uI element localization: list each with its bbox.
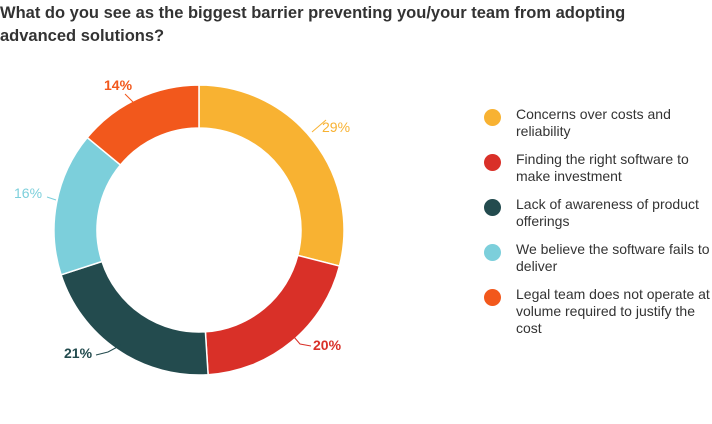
legend-swatch [484,244,501,261]
leader-line [46,196,57,201]
legend-label: Legal team does not operate at volume re… [516,286,710,336]
legend-label: We believe the software fails to deliver [516,241,710,274]
slice-concerns-over-costs-and-reliability [198,84,345,267]
value-labels: 29% 20% 21% 16% 14% [14,77,350,361]
legend-item: Lack of awareness of product offerings [484,196,710,230]
legend-swatch [484,154,501,171]
slice-finding-the-right-software-to-make-inves [204,254,341,376]
value-label: 29% [322,119,350,135]
value-label: 16% [14,185,42,201]
leader-line [95,344,122,356]
legend-item: Legal team does not operate at volume re… [484,286,710,337]
leader-lines [46,93,327,356]
leader-line [311,119,327,133]
slice-we-believe-the-software-fails-to-deliver [53,136,122,276]
legend-swatch [484,199,501,216]
legend-label: Concerns over costs and reliability [516,106,671,139]
leader-line [124,93,137,106]
chart-title: What do you see as the biggest barrier p… [0,4,626,45]
legend-swatch [484,109,501,126]
legend-item: Concerns over costs and reliability [484,106,710,140]
legend-swatch [484,289,501,306]
leader-line [287,329,312,347]
value-label: 21% [64,345,93,361]
legend: Concerns over costs and reliability Findi… [484,106,710,348]
slice-legal-team-does-not-operate-at-volume-re [86,84,200,167]
value-label: 14% [104,77,133,93]
donut-slices [53,84,345,376]
legend-item: We believe the software fails to deliver [484,241,710,275]
legend-label: Finding the right software to make inves… [516,151,689,184]
value-label: 20% [313,337,342,353]
legend-item: Finding the right software to make inves… [484,151,710,185]
legend-label: Lack of awareness of product offerings [516,196,699,229]
